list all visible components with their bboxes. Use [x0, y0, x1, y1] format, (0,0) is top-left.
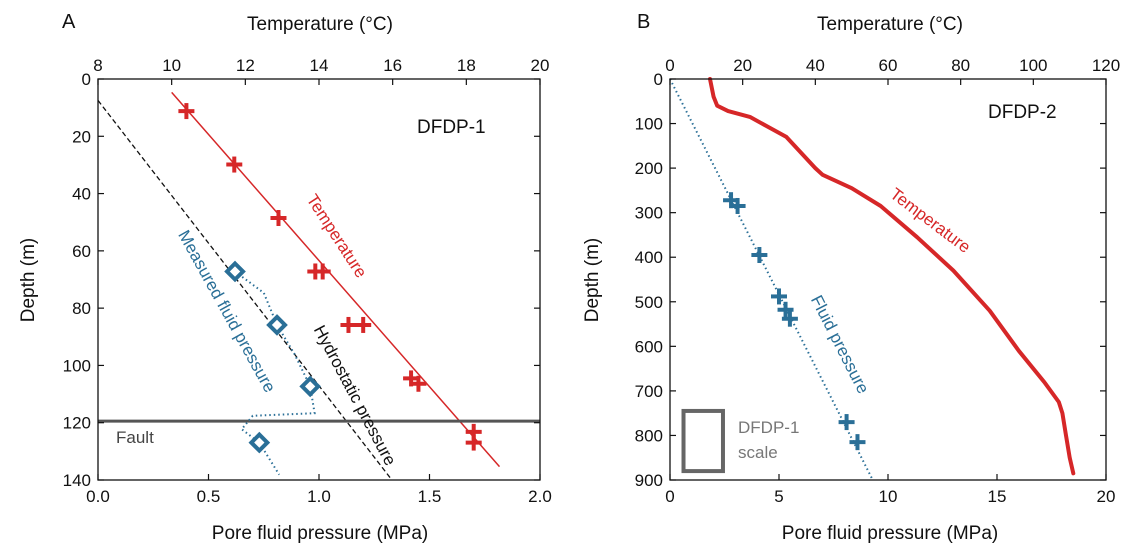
- temperature-point: [465, 434, 482, 451]
- panel-b-ytick-label: 700: [635, 382, 663, 401]
- hydrostatic-pressure-line: [97, 99, 393, 481]
- panel-b-frame: [669, 78, 1107, 481]
- panel-b-xtick-bottom-label: 5: [774, 487, 783, 506]
- panel-a-xtick-top-label: 12: [236, 56, 255, 75]
- panel-a-xtick-top-label: 10: [162, 56, 181, 75]
- fluid-pressure-point: [781, 310, 798, 327]
- fluid-pressure-annotation: Fluid pressure: [807, 292, 873, 397]
- panel-b-letter: B: [637, 11, 650, 33]
- panel-a-xtick-bottom-label: 0.5: [197, 487, 221, 506]
- panel-b-xtick-bottom-label: 10: [879, 487, 898, 506]
- scale-label-line1: DFDP-1: [738, 418, 799, 437]
- panel-a-bottom-axis-title: Pore fluid pressure (MPa): [212, 523, 428, 544]
- panel-b-xtick-bottom-label: 15: [988, 487, 1007, 506]
- panel-b-ytick-label: 300: [635, 204, 663, 223]
- fluid-pressure-point: [266, 314, 288, 336]
- panel-a-well-label: DFDP-1: [417, 117, 486, 138]
- panel-a-top-axis-title: Temperature (°C): [247, 14, 393, 35]
- temperature-point: [355, 316, 372, 333]
- fluid-pressure-point: [838, 414, 855, 431]
- panel-a-ytick-label: 140: [63, 471, 91, 490]
- panel-a-ytick-label: 20: [72, 127, 91, 146]
- panel-a-xtick-top-label: 14: [310, 56, 329, 75]
- panel-b: B Temperature (°C) Pore fluid pressure (…: [582, 11, 1120, 544]
- panel-a-letter: A: [62, 11, 76, 33]
- hydrostatic-pressure-annotation: Hydrostatic pressure: [310, 322, 400, 469]
- fluid-pressure-point: [849, 434, 866, 451]
- panel-a-ytick-label: 120: [63, 414, 91, 433]
- fluid-pressure-point: [299, 375, 321, 398]
- panel-b-xtick-bottom-label: 0: [665, 487, 674, 506]
- fluid-pressure-curve: [234, 270, 316, 476]
- panel-b-xtick-top-label: 0: [665, 56, 674, 75]
- fluid-pressure-point: [248, 431, 271, 454]
- temperature-point: [226, 156, 243, 173]
- temperature-point: [178, 103, 195, 120]
- temperature-point: [340, 316, 357, 333]
- fluid-pressure-line: [669, 78, 874, 481]
- panel-b-xtick-top-label: 80: [951, 56, 970, 75]
- fluid-pressure-point: [751, 246, 768, 263]
- panel-b-xtick-top-label: 20: [733, 56, 752, 75]
- fluid-pressure-point: [729, 197, 746, 214]
- panel-b-bottom-axis-title: Pore fluid pressure (MPa): [782, 523, 998, 544]
- panel-b-ytick-label: 800: [635, 426, 663, 445]
- temperature-point: [314, 263, 331, 280]
- panel-b-xtick-top-label: 100: [1019, 56, 1047, 75]
- panel-a-ytick-label: 0: [82, 70, 91, 89]
- fluid-pressure-point: [224, 260, 246, 283]
- panel-b-xtick-top-label: 120: [1092, 56, 1120, 75]
- panel-a: A Temperature (°C) Pore fluid pressure (…: [18, 11, 552, 544]
- panel-a-xtick-bottom-label: 2.0: [528, 487, 552, 506]
- panel-a-ytick-label: 60: [72, 242, 91, 261]
- panel-a-xtick-top-label: 8: [93, 56, 102, 75]
- temperature-annotation: Temperature: [303, 191, 371, 281]
- panel-a-xtick-top-label: 18: [457, 56, 476, 75]
- panel-a-xtick-top-label: 20: [531, 56, 550, 75]
- panel-a-xtick-top-label: 16: [383, 56, 402, 75]
- panel-b-ytick-label: 200: [635, 159, 663, 178]
- panel-a-xtick-bottom-label: 1.5: [418, 487, 442, 506]
- panel-a-xtick-bottom-label: 1.0: [307, 487, 331, 506]
- panel-b-ytick-label: 0: [654, 70, 663, 89]
- measured-fluid-pressure-annotation: Measured fluid pressure: [174, 227, 279, 396]
- dfdp1-scale-box: [681, 408, 725, 474]
- panel-a-y-axis-title: Depth (m): [18, 238, 39, 322]
- panel-b-ytick-label: 900: [635, 471, 663, 490]
- panel-b-well-label: DFDP-2: [988, 102, 1057, 123]
- panel-b-ytick-label: 100: [635, 115, 663, 134]
- panel-a-xtick-bottom-label: 0.0: [86, 487, 110, 506]
- temperature-point: [270, 210, 287, 227]
- panel-b-xtick-bottom-label: 20: [1097, 487, 1116, 506]
- panel-b-top-axis-title: Temperature (°C): [817, 14, 963, 35]
- scale-label-line2: scale: [738, 443, 778, 462]
- panel-a-ytick-label: 80: [72, 299, 91, 318]
- panel-b-ytick-label: 500: [635, 293, 663, 312]
- fluid-pressure-point: [777, 301, 794, 318]
- panel-b-xtick-top-label: 60: [879, 56, 898, 75]
- temperature-fit-line: [171, 91, 501, 468]
- panel-b-xtick-top-label: 40: [806, 56, 825, 75]
- panel-a-ytick-label: 40: [72, 185, 91, 204]
- panel-b-y-axis-title: Depth (m): [582, 238, 603, 322]
- panel-b-ytick-label: 400: [635, 248, 663, 267]
- fluid-pressure-point: [771, 288, 787, 305]
- panel-b-ytick-label: 600: [635, 337, 663, 356]
- temperature-curve: [708, 77, 1076, 476]
- temperature-point: [410, 375, 427, 392]
- panel-a-ytick-label: 100: [63, 356, 91, 375]
- fault-annotation: Fault: [116, 428, 154, 447]
